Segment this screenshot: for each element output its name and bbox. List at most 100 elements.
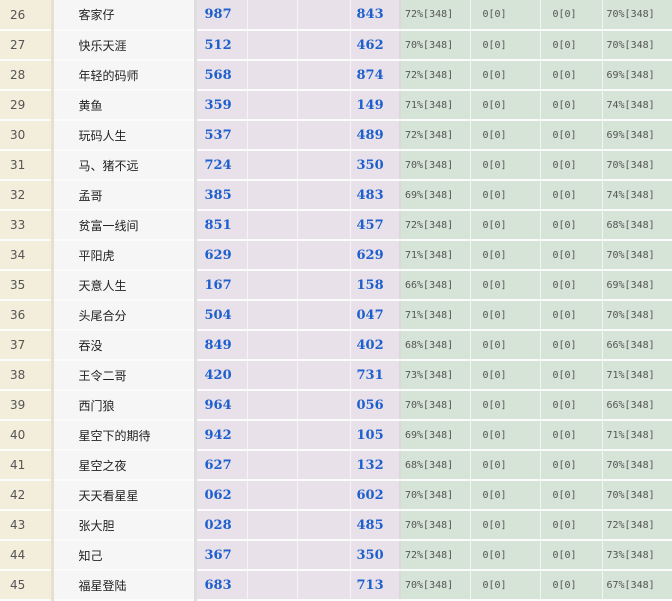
zero-2-cell: 0[0] — [540, 300, 603, 331]
number-a-cell: 987 — [195, 0, 248, 31]
zero-2-cell: 0[0] — [540, 120, 603, 151]
rate-1-cell: 70%[348] — [400, 390, 471, 421]
number-a-cell: 385 — [195, 180, 248, 211]
number-d-cell: 602 — [350, 480, 401, 511]
empty-c-cell — [297, 390, 351, 421]
zero-2-cell: 0[0] — [540, 150, 603, 181]
rank-cell: 32 — [0, 180, 54, 211]
number-a-cell: 167 — [195, 270, 248, 301]
table-row: 31 马、猪不远 724 350 70%[348] 0[0] 0[0] 70%[348] — [0, 150, 672, 181]
table-row: 42 天天看星星 062 602 70%[348] 0[0] 0[0] 70%[348] — [0, 480, 672, 511]
zero-2-cell: 0[0] — [540, 480, 603, 511]
rate-1-cell: 72%[348] — [400, 540, 471, 571]
rate-1-cell: 71%[348] — [400, 90, 471, 121]
empty-c-cell — [297, 60, 351, 91]
rank-cell: 43 — [0, 510, 54, 541]
number-a-cell: 851 — [195, 210, 248, 241]
zero-2-cell: 0[0] — [540, 330, 603, 361]
empty-b-cell — [247, 120, 298, 151]
empty-c-cell — [297, 150, 351, 181]
zero-2-cell: 0[0] — [540, 0, 603, 31]
rate-1-cell: 69%[348] — [400, 180, 471, 211]
table-row: 36 头尾合分 504 047 71%[348] 0[0] 0[0] 70%[348] — [0, 300, 672, 331]
rank-cell: 34 — [0, 240, 54, 271]
zero-1-cell: 0[0] — [470, 0, 541, 31]
empty-b-cell — [247, 90, 298, 121]
rate-2-cell: 70%[348] — [602, 30, 672, 61]
rate-1-cell: 70%[348] — [400, 510, 471, 541]
name-cell: 星空之夜 — [52, 450, 197, 481]
rank-cell: 33 — [0, 210, 54, 241]
number-a-cell: 367 — [195, 540, 248, 571]
rate-1-cell: 72%[348] — [400, 210, 471, 241]
empty-b-cell — [247, 180, 298, 211]
name-cell: 吞没 — [52, 330, 197, 361]
name-cell: 黄鱼 — [52, 90, 197, 121]
rank-cell: 27 — [0, 30, 54, 61]
rate-1-cell: 73%[348] — [400, 360, 471, 391]
empty-b-cell — [247, 510, 298, 541]
rate-1-cell: 68%[348] — [400, 450, 471, 481]
zero-1-cell: 0[0] — [470, 420, 541, 451]
number-d-cell: 105 — [350, 420, 401, 451]
rate-1-cell: 70%[348] — [400, 150, 471, 181]
zero-2-cell: 0[0] — [540, 90, 603, 121]
number-d-cell: 629 — [350, 240, 401, 271]
name-cell: 快乐天涯 — [52, 30, 197, 61]
number-d-cell: 731 — [350, 360, 401, 391]
empty-c-cell — [297, 180, 351, 211]
zero-2-cell: 0[0] — [540, 540, 603, 571]
zero-1-cell: 0[0] — [470, 480, 541, 511]
zero-2-cell: 0[0] — [540, 450, 603, 481]
empty-c-cell — [297, 240, 351, 271]
rate-2-cell: 67%[348] — [602, 570, 672, 601]
empty-b-cell — [247, 360, 298, 391]
rank-cell: 45 — [0, 570, 54, 601]
rank-cell: 36 — [0, 300, 54, 331]
empty-c-cell — [297, 330, 351, 361]
name-cell: 贫富一线间 — [52, 210, 197, 241]
rate-2-cell: 74%[348] — [602, 180, 672, 211]
empty-b-cell — [247, 420, 298, 451]
number-a-cell: 942 — [195, 420, 248, 451]
empty-c-cell — [297, 120, 351, 151]
zero-1-cell: 0[0] — [470, 90, 541, 121]
empty-c-cell — [297, 570, 351, 601]
table-row: 45 福星登陆 683 713 70%[348] 0[0] 0[0] 67%[348] — [0, 570, 672, 601]
number-d-cell: 489 — [350, 120, 401, 151]
number-a-cell: 964 — [195, 390, 248, 421]
name-cell: 孟哥 — [52, 180, 197, 211]
number-a-cell: 504 — [195, 300, 248, 331]
rank-cell: 37 — [0, 330, 54, 361]
rate-1-cell: 70%[348] — [400, 480, 471, 511]
rate-2-cell: 71%[348] — [602, 360, 672, 391]
empty-c-cell — [297, 510, 351, 541]
number-d-cell: 462 — [350, 30, 401, 61]
zero-1-cell: 0[0] — [470, 330, 541, 361]
name-cell: 客家仔 — [52, 0, 197, 31]
zero-2-cell: 0[0] — [540, 570, 603, 601]
rank-cell: 42 — [0, 480, 54, 511]
empty-b-cell — [247, 240, 298, 271]
name-cell: 马、猪不远 — [52, 150, 197, 181]
number-d-cell: 350 — [350, 150, 401, 181]
number-a-cell: 359 — [195, 90, 248, 121]
zero-2-cell: 0[0] — [540, 510, 603, 541]
table-row: 26 客家仔 987 843 72%[348] 0[0] 0[0] 70%[348] — [0, 0, 672, 31]
rate-1-cell: 72%[348] — [400, 60, 471, 91]
rate-1-cell: 71%[348] — [400, 240, 471, 271]
name-cell: 西门狼 — [52, 390, 197, 421]
rate-1-cell: 68%[348] — [400, 330, 471, 361]
rank-cell: 39 — [0, 390, 54, 421]
rate-2-cell: 73%[348] — [602, 540, 672, 571]
zero-2-cell: 0[0] — [540, 390, 603, 421]
number-a-cell: 028 — [195, 510, 248, 541]
zero-1-cell: 0[0] — [470, 60, 541, 91]
empty-c-cell — [297, 0, 351, 31]
number-d-cell: 056 — [350, 390, 401, 421]
table-row: 29 黄鱼 359 149 71%[348] 0[0] 0[0] 74%[348] — [0, 90, 672, 121]
zero-1-cell: 0[0] — [470, 180, 541, 211]
empty-b-cell — [247, 150, 298, 181]
rate-2-cell: 74%[348] — [602, 90, 672, 121]
